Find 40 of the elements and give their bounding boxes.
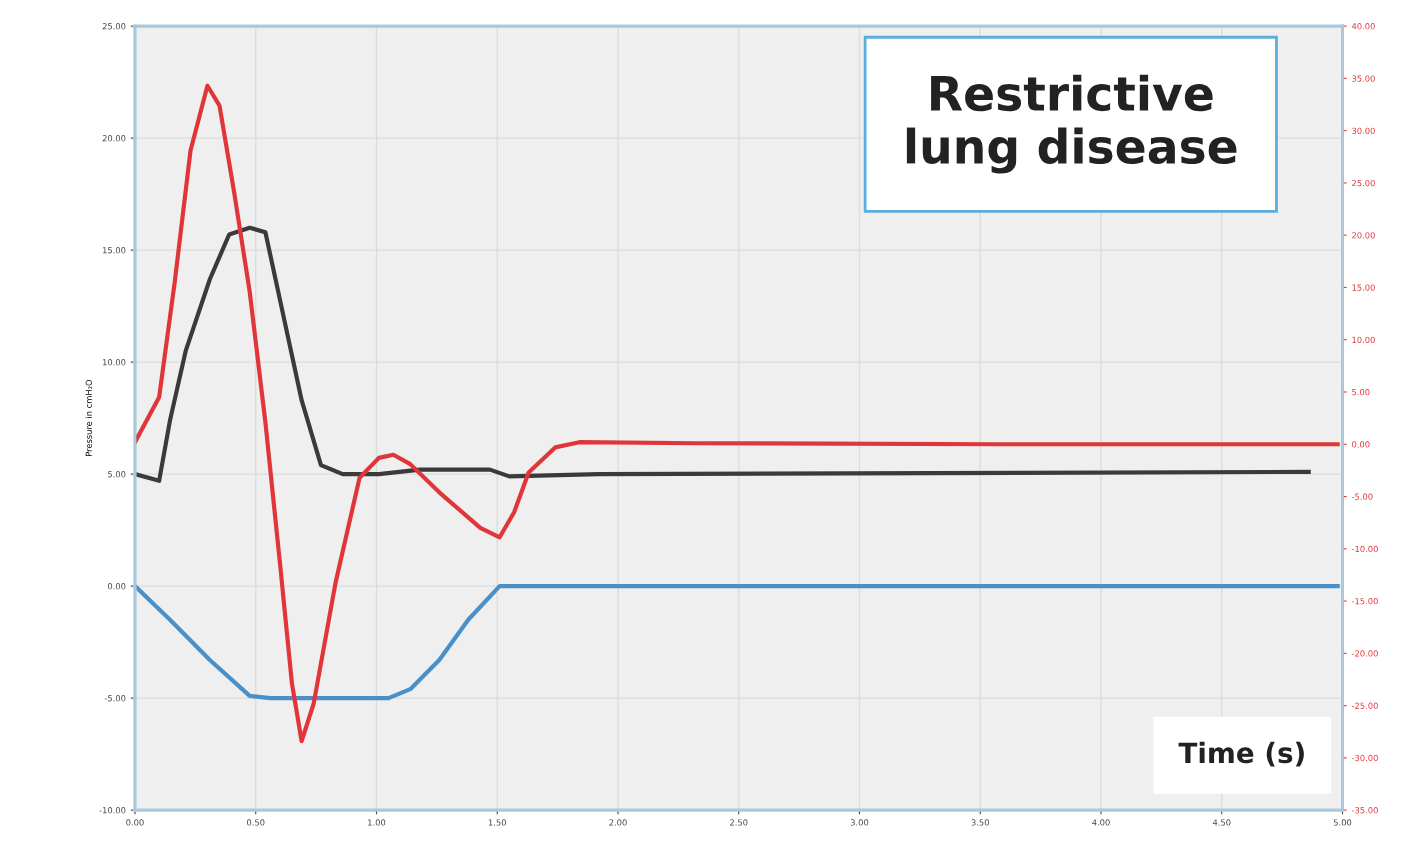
y2-tick-label: -20.00	[1351, 650, 1378, 657]
y-tick-label: 25.00	[102, 23, 126, 30]
x-tick-label: 1.00	[368, 819, 386, 826]
y2-tick-label: -30.00	[1351, 754, 1378, 762]
x-tick-label: 4.50	[1212, 819, 1231, 826]
y-tick-label: 0.00	[107, 583, 126, 590]
y2-tick-label: 30.00	[1352, 127, 1375, 134]
y2-tick-label: -25.00	[1351, 702, 1378, 709]
text: Restrictive lung disease	[906, 74, 1237, 174]
y-tick-label: 20.00	[102, 135, 126, 142]
y2-tick-label: -35.00	[1351, 807, 1378, 814]
y2-tick-label: 25.00	[1352, 179, 1375, 187]
x-tick-label: 3.00	[850, 819, 869, 826]
y2-tick-label: 0.00	[1352, 441, 1370, 448]
y-axis-title: Pressure in cmH₂O	[85, 379, 92, 456]
line-series	[134, 225, 1311, 483]
x-tick-label: 5.00	[1333, 819, 1352, 826]
x-tick-label: 2.00	[609, 819, 627, 826]
x-tick-label: 3.50	[971, 819, 989, 826]
y2-tick-label: 40.00	[1351, 23, 1375, 30]
line-series	[134, 584, 1340, 701]
y2-tick-label: 10.00	[1352, 336, 1375, 344]
y2-tick-label: -15.00	[1351, 598, 1378, 605]
x-tick-label: 0.50	[247, 819, 265, 826]
x-tick-label: 0.00	[126, 819, 144, 826]
x-tick-label: 2.50	[730, 819, 748, 826]
y2-tick-label: 15.00	[1352, 284, 1375, 291]
x-axis-title: Time (s)	[1178, 741, 1304, 767]
y-tick-label: -5.00	[104, 695, 126, 702]
y-tick-label: -10.00	[99, 807, 126, 814]
y-tick-label: 15.00	[103, 247, 126, 254]
y2-tick-label: 20.00	[1352, 232, 1375, 239]
y-tick-label: 5.00	[108, 471, 126, 478]
y-tick-label: 10.00	[103, 359, 126, 366]
y2-tick-label: 35.00	[1352, 75, 1375, 82]
y2-tick-label: 5.00	[1352, 388, 1370, 396]
y2-tick-label: -10.00	[1351, 545, 1378, 553]
x-tick-label: 1.50	[488, 819, 506, 826]
x-tick-label: 4.00	[1092, 819, 1110, 826]
y2-tick-label: -5.00	[1351, 493, 1373, 500]
